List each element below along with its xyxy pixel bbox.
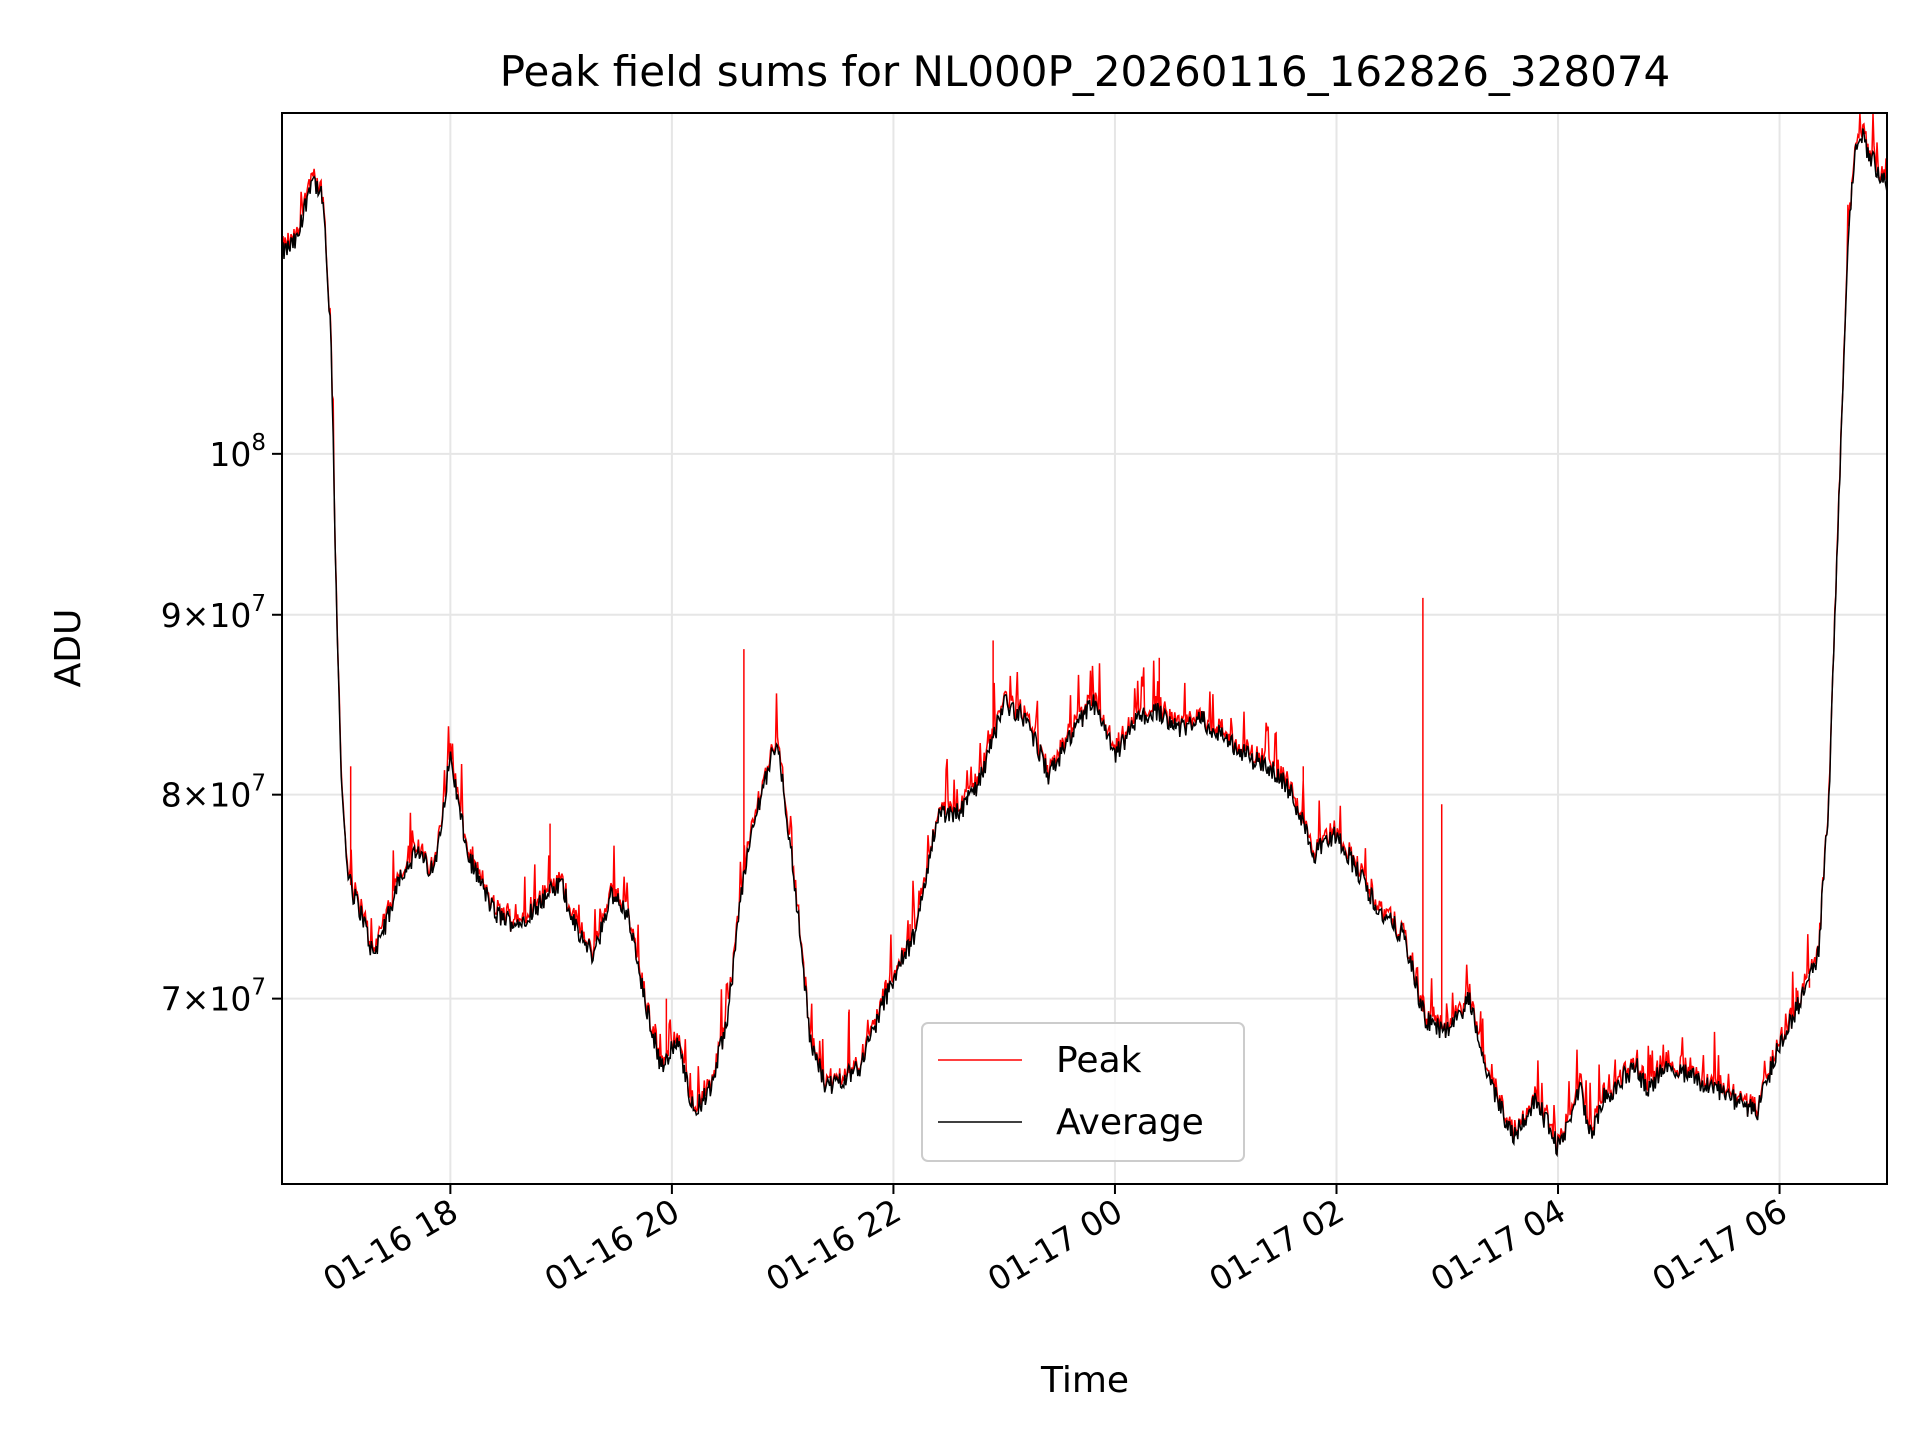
- y-axis-label: ADU: [48, 609, 89, 688]
- legend: Peak Average: [921, 1022, 1245, 1162]
- axes-frame: [281, 112, 1888, 1185]
- legend-box: [921, 1022, 1245, 1162]
- grid: [282, 113, 1887, 1184]
- y-tick-times: ×10: [182, 596, 252, 635]
- legend-label-peak: Peak: [1056, 1040, 1142, 1081]
- y-tick-mantissa: 8: [161, 776, 182, 815]
- legend-label-average: Average: [1056, 1102, 1204, 1143]
- y-tick-exponent: 7: [251, 591, 266, 617]
- y-tick-exponent: 7: [251, 975, 266, 1001]
- chart-title: Peak field sums for NL000P_20260116_1628…: [500, 47, 1671, 96]
- y-tick-label: 8×107: [161, 771, 266, 815]
- y-tick-label: 7×107: [161, 975, 266, 1019]
- x-axis-label: Time: [1040, 1360, 1129, 1401]
- y-tick-mantissa: 9: [161, 596, 182, 635]
- plot-area: [281, 112, 1888, 1158]
- series-line-average: [281, 128, 1888, 1158]
- y-tick-times: ×10: [182, 776, 252, 815]
- y-tick-base: 10: [209, 435, 251, 474]
- y-tick-label: 108: [209, 430, 266, 474]
- y-tick-exponent: 7: [251, 771, 266, 797]
- y-tick-times: ×10: [182, 980, 252, 1019]
- y-tick-label: 9×107: [161, 591, 266, 635]
- y-tick-exponent: 8: [251, 430, 266, 456]
- y-tick-mantissa: 7: [161, 980, 182, 1019]
